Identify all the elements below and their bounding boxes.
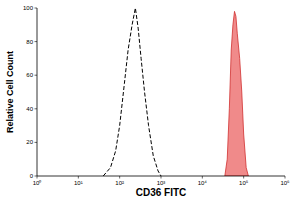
x-tick <box>243 176 244 179</box>
y-axis <box>37 8 38 176</box>
y-tick-label: 40 <box>26 106 33 112</box>
x-tick-label: 10¹ <box>74 180 83 186</box>
y-tick <box>35 41 38 42</box>
chart: 0 20 40 60 80 100 10⁰ 10¹ 10² 10³ 10⁴ 10⁵ 10⁶ CD36 FI… <box>0 0 300 200</box>
y-axis-label: Relative Cell Count <box>5 51 15 133</box>
x-tick <box>37 176 38 179</box>
series-area <box>225 11 249 176</box>
x-tick-label: 10⁴ <box>198 180 208 186</box>
x-axis-label: CD36 FITC <box>136 187 187 198</box>
x-tick <box>161 176 162 179</box>
x-tick <box>202 176 203 179</box>
y-tick-label: 20 <box>26 139 33 145</box>
y-tick-label: 80 <box>26 39 33 45</box>
y-tick <box>35 176 38 177</box>
x-tick-label: 10⁰ <box>33 179 42 186</box>
y-tick <box>35 108 38 109</box>
series-line <box>103 8 161 176</box>
x-tick-label: 10⁵ <box>239 180 249 186</box>
y-tick <box>35 142 38 143</box>
x-tick <box>78 176 79 179</box>
x-tick <box>285 176 286 179</box>
y-tick <box>35 8 38 9</box>
x-tick-label: 10³ <box>157 180 166 186</box>
x-tick <box>119 176 120 179</box>
y-tick-label: 0 <box>30 173 34 179</box>
x-tick-label: 10² <box>115 180 124 186</box>
y-tick-label: 60 <box>26 72 33 78</box>
y-tick <box>35 75 38 76</box>
y-tick-label: 100 <box>23 5 34 11</box>
marks <box>103 8 248 176</box>
x-tick-label: 10⁶ <box>280 180 290 186</box>
